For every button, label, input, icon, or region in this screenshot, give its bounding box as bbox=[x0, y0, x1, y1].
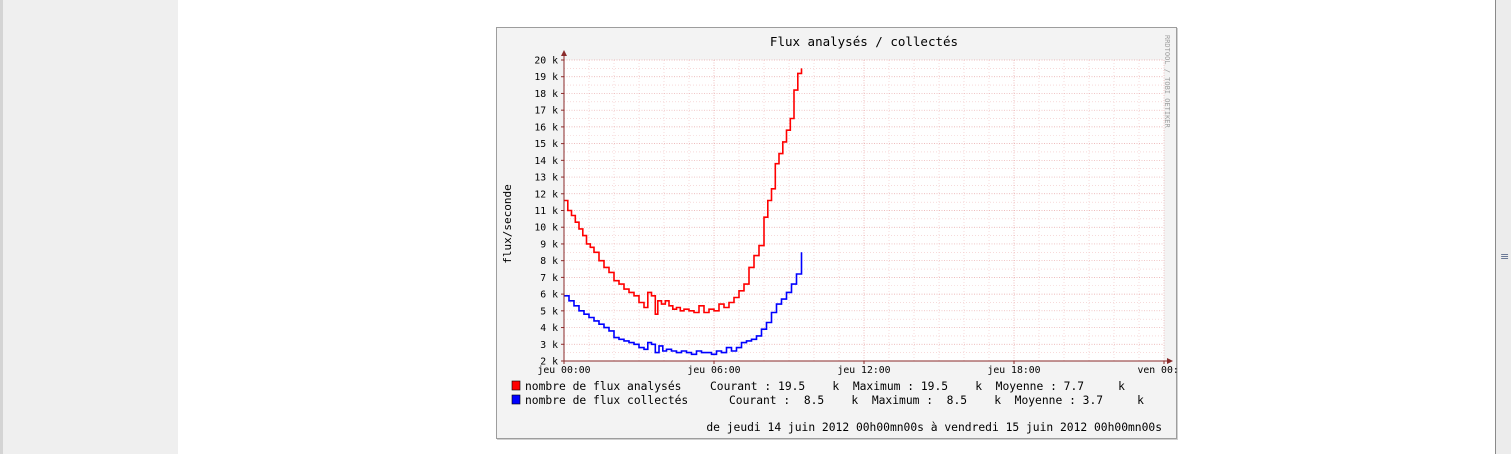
chart-title: Flux analysés / collectés bbox=[770, 34, 958, 49]
y-tick-label: 20 k bbox=[534, 56, 558, 67]
left-panel-edge bbox=[0, 0, 3, 454]
series-layer bbox=[564, 68, 803, 356]
legend-swatch-analyses bbox=[511, 380, 521, 391]
legend-stats-collectes: Courant : 8.5 k Maximum : 8.5 k Moyenne … bbox=[729, 394, 1144, 407]
y-axis-arrow bbox=[561, 50, 567, 56]
left-side-panel bbox=[0, 0, 178, 454]
y-tick-label: 10 k bbox=[534, 223, 558, 234]
y-tick-label: 6 k bbox=[540, 290, 558, 301]
y-tick-label: 12 k bbox=[534, 189, 558, 200]
legend-stats-analyses: Courant : 19.5 k Maximum : 19.5 k Moyenn… bbox=[710, 380, 1125, 393]
x-axis-arrow bbox=[1167, 358, 1173, 364]
y-tick-label: 13 k bbox=[534, 173, 558, 184]
x-tick-label: ven 00:00 bbox=[1137, 365, 1178, 376]
y-tick-label: 15 k bbox=[534, 139, 558, 150]
x-tick-label: jeu 00:00 bbox=[537, 365, 590, 376]
y-tick-label: 5 k bbox=[540, 306, 558, 317]
rrd-graph-image: 2 k 3 k 4 k 5 k 6 k 7 k 8 k 9 k 10 k 11 k 12 k 13 k… bbox=[496, 27, 1178, 439]
y-tick-label: 4 k bbox=[540, 323, 558, 334]
right-scrollbar[interactable]: ≡ bbox=[1495, 0, 1511, 454]
x-tick-label: jeu 12:00 bbox=[837, 365, 890, 376]
y-tick-label: 18 k bbox=[534, 89, 558, 100]
y-tick-label: 16 k bbox=[534, 122, 558, 133]
y-tick-label: 11 k bbox=[534, 206, 558, 217]
x-tick-label: jeu 18:00 bbox=[987, 365, 1040, 376]
date-range-footer: de jeudi 14 juin 2012 00h00mn00s à vendr… bbox=[706, 421, 1162, 434]
y-tick-label: 2 k bbox=[540, 357, 558, 368]
y-tick-label: 3 k bbox=[540, 340, 558, 351]
axes bbox=[561, 50, 1173, 364]
x-tick-label: jeu 06:00 bbox=[687, 365, 740, 376]
chart-canvas: 2 k 3 k 4 k 5 k 6 k 7 k 8 k 9 k 10 k 11 k 12 k 13 k… bbox=[501, 34, 1178, 434]
grid-major bbox=[564, 59, 1165, 361]
y-tick-label: 17 k bbox=[534, 106, 558, 117]
y-tick-label: 19 k bbox=[534, 72, 558, 83]
watermark: RRDTOOL / TOBI OETIKER bbox=[1163, 35, 1171, 129]
scrollbar-grip-icon[interactable]: ≡ bbox=[1500, 250, 1510, 263]
y-tick-label: 8 k bbox=[540, 256, 558, 267]
y-tick-label: 7 k bbox=[540, 273, 558, 284]
y-tick-label: 14 k bbox=[534, 156, 558, 167]
y-axis-label: flux/seconde bbox=[501, 184, 514, 263]
series-line-analyses bbox=[564, 68, 803, 315]
legend-swatch-collectes bbox=[511, 394, 521, 405]
legend-name-analyses: nombre de flux analysés bbox=[525, 380, 681, 393]
legend-name-collectes: nombre de flux collectés bbox=[525, 394, 688, 407]
tick-labels: 2 k 3 k 4 k 5 k 6 k 7 k 8 k 9 k 10 k 11 k 12 k 13 k… bbox=[534, 56, 1178, 377]
series-line-collectes bbox=[564, 252, 803, 356]
y-tick-label: 9 k bbox=[540, 239, 558, 250]
